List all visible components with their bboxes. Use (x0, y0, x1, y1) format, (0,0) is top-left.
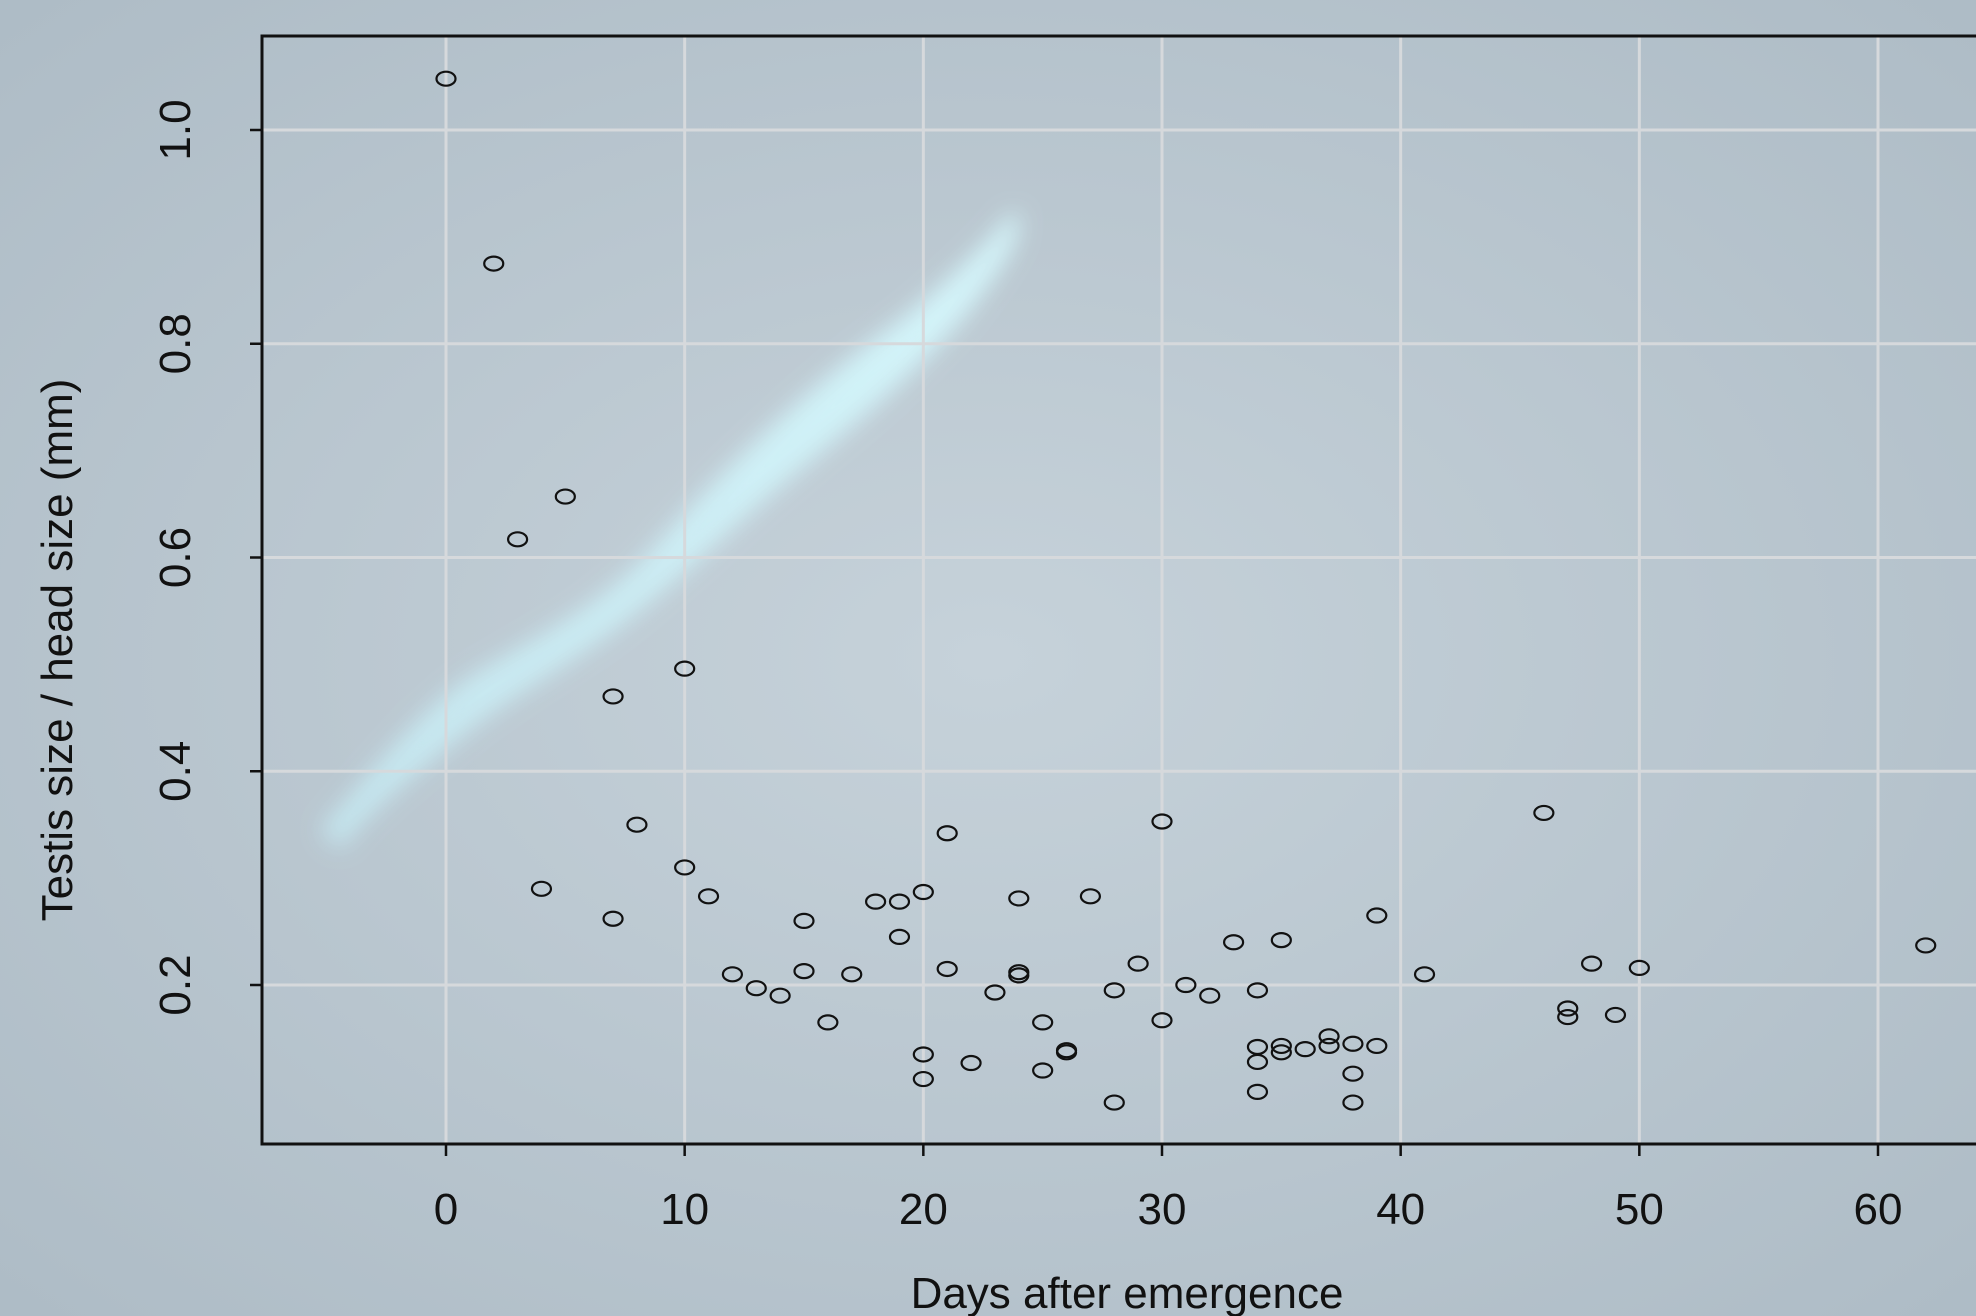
grid-lines (262, 36, 1976, 1144)
data-point (841, 966, 863, 983)
plot-frame (260, 34, 1976, 1146)
data-point (1342, 1035, 1364, 1052)
data-point (1103, 982, 1125, 999)
data-point (1246, 1053, 1269, 1071)
y-axis-title: Testis size / head size (mm) (33, 379, 82, 922)
data-point (1342, 1094, 1364, 1111)
data-point (745, 980, 767, 997)
data-point (1366, 907, 1388, 924)
x-tick-label: 60 (1854, 1185, 1903, 1234)
data-point (1342, 1065, 1364, 1082)
data-point (793, 963, 815, 980)
data-point (936, 960, 958, 978)
data-point (912, 1070, 934, 1088)
y-tick-label: 0.2 (151, 954, 200, 1015)
data-point (1008, 890, 1030, 907)
data-point (888, 893, 911, 910)
y-axis: 0.2 0.4 0.6 0.8 1.0 (151, 99, 262, 1016)
data-point (697, 888, 720, 905)
x-tick-label: 0 (434, 1185, 458, 1234)
data-point (960, 1054, 982, 1072)
x-tick-label: 30 (1138, 1185, 1187, 1234)
data-point (554, 488, 576, 505)
data-point (1079, 888, 1102, 905)
data-point (483, 255, 505, 272)
data-point (888, 928, 911, 946)
data-point (1175, 976, 1197, 994)
data-point (1222, 934, 1245, 951)
data-point (435, 70, 457, 87)
data-point (1413, 966, 1436, 983)
data-point (1915, 937, 1937, 954)
data-point (1318, 1037, 1340, 1055)
data-point (1127, 955, 1149, 972)
data-point (793, 912, 815, 929)
data-point (1294, 1041, 1316, 1058)
data-point (674, 859, 696, 876)
data-point (1366, 1037, 1388, 1055)
data-point (1270, 1037, 1292, 1055)
data-point (1008, 967, 1030, 984)
data-point (1151, 813, 1173, 830)
data-point (1032, 1062, 1054, 1079)
data-point (721, 966, 744, 983)
data-point (1151, 1012, 1173, 1029)
data-point (912, 883, 934, 901)
data-point (602, 688, 624, 705)
x-tick-label: 20 (899, 1185, 948, 1234)
data-point (912, 1046, 934, 1063)
data-point (602, 910, 624, 927)
data-point (1270, 1044, 1292, 1061)
data-point (936, 825, 958, 842)
y-tick-label: 1.0 (151, 99, 200, 160)
data-point (1318, 1028, 1340, 1045)
data-point (1246, 1083, 1269, 1100)
data-point (1199, 987, 1221, 1004)
y-tick-label: 0.6 (151, 527, 200, 588)
data-point (864, 893, 887, 910)
y-tick-label: 0.4 (151, 741, 200, 802)
background-worm-image (320, 210, 1019, 850)
x-tick-label: 10 (660, 1185, 709, 1234)
data-point (506, 531, 529, 548)
data-point (1103, 1094, 1125, 1111)
x-tick-label: 40 (1376, 1185, 1425, 1234)
data-point (1557, 1008, 1579, 1026)
data-point (1580, 955, 1603, 972)
data-point (1628, 959, 1650, 977)
x-tick-label: 50 (1615, 1185, 1664, 1234)
data-point (1533, 804, 1555, 822)
x-axis: 0 10 20 30 40 50 60 (434, 1144, 1903, 1234)
x-axis-title: Days after emergence (911, 1269, 1344, 1316)
data-point (1270, 932, 1292, 949)
data-point (530, 880, 553, 897)
data-points (435, 70, 1937, 1111)
data-point (769, 987, 791, 1004)
data-point (1032, 1014, 1054, 1031)
data-point (1055, 1044, 1078, 1061)
data-point (817, 1014, 839, 1031)
data-point (674, 660, 696, 677)
data-point (1604, 1006, 1627, 1024)
data-point (1246, 982, 1269, 999)
data-point (1557, 1000, 1579, 1017)
y-tick-label: 0.8 (151, 313, 200, 374)
data-point (984, 984, 1006, 1001)
data-point (626, 816, 648, 833)
